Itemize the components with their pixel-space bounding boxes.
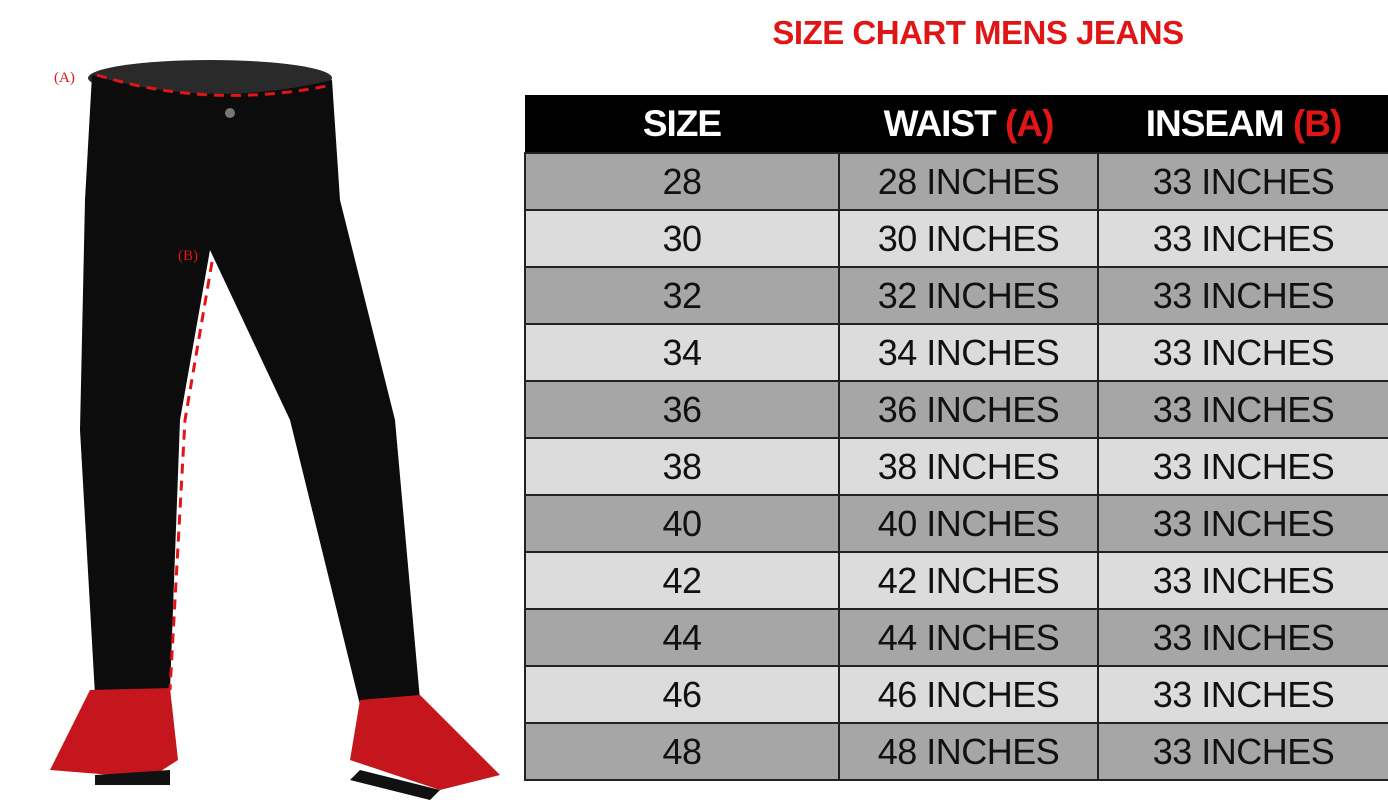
table-row: 30 30 INCHES 33 INCHES	[524, 209, 1388, 268]
inseam-cell: 33 INCHES	[1097, 209, 1388, 268]
inseam-cell: 33 INCHES	[1097, 551, 1388, 610]
jeans-illustration	[50, 60, 500, 800]
header-inseam: INSEAM (B)	[1098, 95, 1388, 153]
waist-cell: 48 INCHES	[838, 722, 1099, 781]
header-waist: WAIST (A)	[839, 95, 1098, 153]
waist-cell: 38 INCHES	[838, 437, 1099, 496]
waist-cell: 40 INCHES	[838, 494, 1099, 553]
table-header-row: SIZE WAIST (A) INSEAM (B)	[525, 95, 1388, 153]
size-cell: 48	[524, 722, 840, 781]
waist-cell: 46 INCHES	[838, 665, 1099, 724]
waist-cell: 44 INCHES	[838, 608, 1099, 667]
inseam-cell: 33 INCHES	[1097, 380, 1388, 439]
size-cell: 44	[524, 608, 840, 667]
waist-cell: 34 INCHES	[838, 323, 1099, 382]
size-cell: 28	[524, 152, 840, 211]
table-row: 34 34 INCHES 33 INCHES	[524, 323, 1388, 382]
page-title: SIZE CHART MENS JEANS	[772, 14, 1184, 51]
table-row: 32 32 INCHES 33 INCHES	[524, 266, 1388, 325]
table-row: 46 46 INCHES 33 INCHES	[524, 665, 1388, 724]
header-label: SIZE	[642, 102, 722, 144]
inseam-marker-label: (B)	[178, 248, 198, 264]
size-cell: 34	[524, 323, 840, 382]
header-marker: (A)	[1005, 102, 1054, 144]
table-row: 40 40 INCHES 33 INCHES	[524, 494, 1388, 553]
size-cell: 40	[524, 494, 840, 553]
inseam-cell: 33 INCHES	[1097, 437, 1388, 496]
table-row: 48 48 INCHES 33 INCHES	[524, 722, 1388, 781]
size-cell: 42	[524, 551, 840, 610]
table-row: 28 28 INCHES 33 INCHES	[524, 152, 1388, 211]
table-row: 36 36 INCHES 33 INCHES	[524, 380, 1388, 439]
header-marker: (B)	[1292, 102, 1342, 144]
table-row: 44 44 INCHES 33 INCHES	[524, 608, 1388, 667]
inseam-cell: 33 INCHES	[1097, 266, 1388, 325]
inseam-cell: 33 INCHES	[1097, 722, 1388, 781]
inseam-cell: 33 INCHES	[1097, 608, 1388, 667]
size-cell: 38	[524, 437, 840, 496]
table-row: 38 38 INCHES 33 INCHES	[524, 437, 1388, 496]
waist-cell: 30 INCHES	[838, 209, 1099, 268]
size-cell: 36	[524, 380, 840, 439]
header-size: SIZE	[525, 95, 839, 153]
header-label: INSEAM	[1145, 102, 1293, 144]
waist-cell: 42 INCHES	[838, 551, 1099, 610]
size-chart-table: SIZE WAIST (A) INSEAM (B) 28 28 INCHES 33 IN…	[524, 95, 1388, 781]
waist-cell: 36 INCHES	[838, 380, 1099, 439]
waist-cell: 28 INCHES	[838, 152, 1099, 211]
inseam-cell: 33 INCHES	[1097, 494, 1388, 553]
inseam-cell: 33 INCHES	[1097, 665, 1388, 724]
inseam-cell: 33 INCHES	[1097, 323, 1388, 382]
size-cell: 30	[524, 209, 840, 268]
table-row: 42 42 INCHES 33 INCHES	[524, 551, 1388, 610]
waist-cell: 32 INCHES	[838, 266, 1099, 325]
waist-marker-label: (A)	[54, 70, 75, 86]
size-cell: 32	[524, 266, 840, 325]
header-label: WAIST	[883, 102, 1006, 144]
size-cell: 46	[524, 665, 840, 724]
inseam-cell: 33 INCHES	[1097, 152, 1388, 211]
